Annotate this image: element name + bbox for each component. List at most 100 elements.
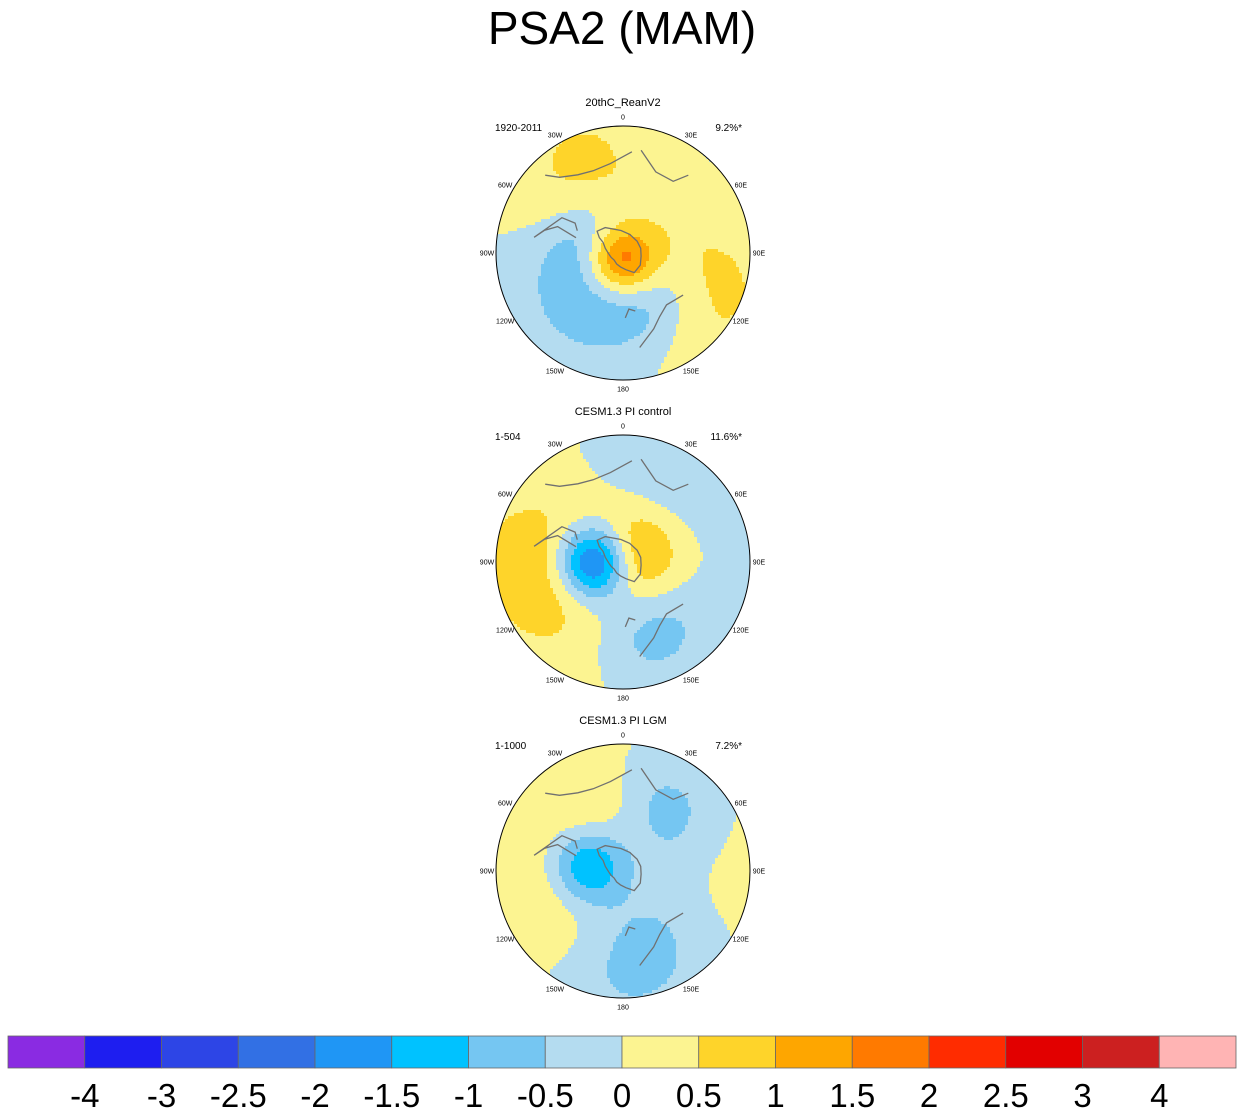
field-cell (547, 282, 551, 286)
field-cell (577, 240, 581, 244)
field-cell (727, 201, 731, 205)
field-cell (523, 237, 527, 241)
field-cell (532, 198, 536, 202)
field-cell (616, 219, 620, 223)
field-cell (556, 192, 560, 196)
field-cell (565, 219, 569, 223)
field-cell (526, 186, 530, 190)
field-cell (592, 246, 596, 250)
field-cell (559, 222, 563, 226)
field-cell (628, 258, 632, 262)
field-cell (496, 162, 500, 166)
field-cell (655, 231, 659, 235)
field-cell (616, 192, 620, 196)
field-cell (529, 201, 533, 205)
field-cell (724, 222, 728, 226)
field-cell (622, 213, 626, 217)
field-cell (682, 294, 686, 298)
field-cell (580, 168, 584, 172)
field-cell (739, 225, 743, 229)
field-cell (643, 288, 647, 292)
field-cell (697, 177, 701, 181)
field-cell (712, 264, 716, 268)
field-cell (610, 162, 614, 166)
field-cell (511, 231, 515, 235)
field-cell (730, 282, 734, 286)
field-cell (556, 276, 560, 280)
field-cell (496, 159, 500, 163)
field-cell (619, 270, 623, 274)
field-cell (538, 165, 542, 169)
field-cell (739, 231, 743, 235)
field-cell (742, 132, 746, 136)
field-cell (727, 141, 731, 145)
field-cell (538, 246, 542, 250)
field-cell (511, 207, 515, 211)
field-cell (718, 207, 722, 211)
field-cell (625, 156, 629, 160)
field-cell (655, 204, 659, 208)
field-cell (607, 153, 611, 157)
field-cell (520, 219, 524, 223)
field-cell (610, 141, 614, 145)
field-cell (637, 168, 641, 172)
field-cell (625, 126, 629, 130)
field-cell (616, 138, 620, 142)
field-cell (730, 168, 734, 172)
field-cell (727, 162, 731, 166)
field-cell (568, 192, 572, 196)
field-cell (646, 177, 650, 181)
field-cell (553, 192, 557, 196)
field-cell (748, 177, 750, 181)
field-cell (637, 282, 641, 286)
field-cell (706, 207, 710, 211)
field-cell (616, 126, 620, 130)
field-cell (532, 273, 536, 277)
field-cell (691, 195, 695, 199)
field-cell (559, 174, 563, 178)
field-cell (628, 222, 632, 226)
field-cell (667, 135, 671, 139)
field-cell (592, 261, 596, 265)
field-cell (652, 300, 656, 304)
field-cell (691, 291, 695, 295)
field-cell (592, 234, 596, 238)
field-cell (526, 192, 530, 196)
field-cell (655, 132, 659, 136)
field-cell (604, 207, 608, 211)
field-cell (559, 246, 563, 250)
field-cell (517, 192, 521, 196)
field-cell (508, 207, 512, 211)
field-cell (589, 291, 593, 295)
field-cell (652, 141, 656, 145)
field-cell (529, 153, 533, 157)
field-cell (631, 264, 635, 268)
field-cell (724, 207, 728, 211)
field-cell (640, 282, 644, 286)
field-cell (556, 195, 560, 199)
field-cell (691, 213, 695, 217)
field-cell (694, 201, 698, 205)
field-cell (676, 132, 680, 136)
field-cell (613, 216, 617, 220)
field-cell (706, 189, 710, 193)
field-cell (619, 126, 623, 130)
field-cell (538, 225, 542, 229)
field-cell (550, 126, 554, 130)
field-cell (601, 183, 605, 187)
field-cell (619, 252, 623, 256)
field-cell (616, 129, 620, 133)
field-cell (547, 237, 551, 241)
field-cell (520, 168, 524, 172)
field-cell (712, 255, 716, 259)
field-cell (508, 267, 512, 271)
field-cell (637, 219, 641, 223)
field-cell (745, 252, 749, 256)
field-cell (634, 210, 638, 214)
field-cell (697, 225, 701, 229)
field-cell (580, 162, 584, 166)
field-cell (733, 285, 737, 289)
field-cell (649, 144, 653, 148)
field-cell (562, 165, 566, 169)
field-cell (529, 300, 533, 304)
